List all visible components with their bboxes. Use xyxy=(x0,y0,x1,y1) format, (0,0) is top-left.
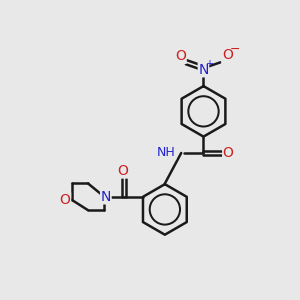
Text: NH: NH xyxy=(157,146,176,159)
Text: N: N xyxy=(198,63,209,77)
Text: O: O xyxy=(60,193,70,207)
Text: O: O xyxy=(118,164,128,178)
Text: +: + xyxy=(205,59,213,69)
Text: N: N xyxy=(100,190,111,204)
Text: O: O xyxy=(175,50,186,63)
Text: O: O xyxy=(223,146,234,160)
Text: O: O xyxy=(222,49,233,62)
Text: −: − xyxy=(230,43,241,56)
